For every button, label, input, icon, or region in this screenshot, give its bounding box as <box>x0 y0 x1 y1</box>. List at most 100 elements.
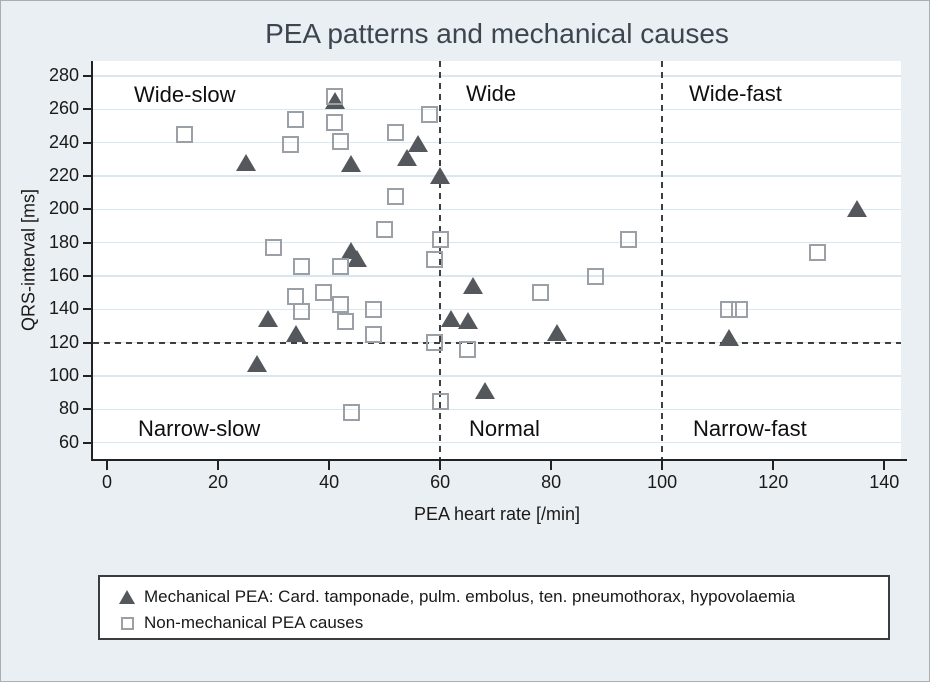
y-gridline <box>93 208 901 211</box>
non-mechanical-pea-point <box>265 239 283 257</box>
non-mechanical-pea-point <box>731 300 749 318</box>
y-tick-mark <box>83 208 91 211</box>
mechanical-pea-point <box>407 135 428 153</box>
y-gridline <box>93 375 901 377</box>
x-tick-label: 40 <box>319 472 340 492</box>
y-gridline <box>93 441 901 444</box>
non-mechanical-pea-point <box>364 300 382 318</box>
mechanical-pea-point <box>457 312 478 329</box>
quadrant-label-wide-fast: Wide-fast <box>689 81 782 106</box>
quadrant-label-wide: Wide <box>466 81 517 106</box>
non-mechanical-pea-point <box>387 187 405 205</box>
non-mechanical-pea-point <box>387 124 405 142</box>
y-tick-label: 280 <box>48 65 79 85</box>
non-mechanical-pea-point <box>426 334 444 352</box>
y-tick-mark <box>83 175 91 177</box>
legend-item-mechanical: Mechanical PEA: Card. tamponade, pulm. e… <box>110 584 888 610</box>
y-tick-mark <box>83 375 91 377</box>
x-tick-mark <box>439 461 442 470</box>
non-mechanical-pea-point <box>720 300 738 318</box>
quadrant-label-wide-slow: Wide-slow <box>134 82 236 107</box>
mechanical-pea-point <box>285 325 306 343</box>
y-tick-mark <box>83 108 91 111</box>
non-mechanical-pea-point <box>376 220 394 238</box>
non-mechanical-pea-point <box>587 267 605 285</box>
reference-line-horizontal <box>93 341 901 344</box>
y-tick-label: 60 <box>58 431 79 452</box>
y-tick-label: 240 <box>48 131 79 152</box>
non-mechanical-pea-point <box>342 404 360 422</box>
non-mechanical-pea-point <box>620 230 638 248</box>
mechanical-pea-point <box>341 155 362 173</box>
y-tick-label: 80 <box>58 398 79 419</box>
y-gridline <box>93 75 901 77</box>
x-tick-mark <box>328 461 331 470</box>
y-tick-label: 120 <box>48 331 79 352</box>
non-mechanical-pea-point <box>431 392 449 410</box>
plot-area <box>93 61 901 459</box>
non-mechanical-pea-point <box>459 340 477 358</box>
y-tick-mark <box>83 141 91 144</box>
non-mechanical-pea-point <box>326 114 344 132</box>
mechanical-pea-point <box>463 277 484 294</box>
non-mechanical-pea-point <box>364 325 382 343</box>
x-axis-title: PEA heart rate [/min] <box>413 504 581 524</box>
y-gridline <box>93 141 901 144</box>
y-axis-title: QRS-interval [ms] <box>18 188 39 332</box>
y-gridline <box>93 308 901 311</box>
y-tick-mark <box>83 241 91 244</box>
x-tick-mark <box>661 461 664 470</box>
x-tick-mark <box>550 461 553 470</box>
non-mechanical-pea-point <box>331 257 349 275</box>
non-mechanical-pea-point <box>337 312 355 330</box>
x-tick-label: 120 <box>758 472 789 492</box>
legend-marker-cell <box>110 616 144 630</box>
mechanical-pea-point <box>846 200 867 218</box>
y-tick-mark <box>83 275 91 277</box>
y-tick-mark <box>83 308 91 311</box>
non-mechanical-pea-point <box>420 105 438 123</box>
mechanical-pea-point <box>246 355 267 373</box>
y-axis-line <box>91 61 93 461</box>
non-mechanical-pea-point <box>431 230 449 248</box>
non-mechanical-pea-point <box>331 295 349 313</box>
y-tick-label: 160 <box>48 265 79 285</box>
mechanical-pea-point <box>396 148 417 166</box>
mechanical-pea-point <box>718 328 739 346</box>
mechanical-pea-point <box>235 153 256 171</box>
y-tick-label: 140 <box>48 298 79 319</box>
x-tick-label: 60 <box>430 472 451 492</box>
x-tick-label: 140 <box>869 472 900 492</box>
open-square-icon <box>120 616 134 630</box>
quadrant-label-normal: Normal <box>469 416 540 441</box>
mechanical-pea-point <box>346 250 367 268</box>
quadrant-label-narrow-fast: Narrow-fast <box>693 416 807 441</box>
mechanical-pea-point <box>474 382 495 399</box>
y-tick-label: 180 <box>48 231 79 252</box>
x-tick-mark <box>772 461 775 470</box>
mechanical-pea-point <box>324 92 345 109</box>
x-tick-mark <box>883 461 886 470</box>
non-mechanical-pea-point <box>809 244 827 262</box>
non-mechanical-pea-point <box>292 257 310 275</box>
x-tick-label: 0 <box>101 472 112 492</box>
mechanical-pea-point <box>430 167 451 184</box>
y-tick-label: 260 <box>48 98 79 119</box>
x-tick-label: 20 <box>208 472 229 492</box>
legend-item-non-mechanical: Non-mechanical PEA causes <box>110 610 888 636</box>
non-mechanical-pea-point <box>331 132 349 150</box>
y-gridline <box>93 275 901 277</box>
y-tick-mark <box>83 75 91 77</box>
quadrant-label-narrow-slow: Narrow-slow <box>138 416 261 441</box>
filled-triangle-icon <box>119 590 135 604</box>
legend-label: Non-mechanical PEA causes <box>144 613 364 632</box>
x-tick-label: 80 <box>541 472 562 492</box>
x-tick-mark <box>217 461 220 470</box>
reference-line-vertical <box>439 61 442 459</box>
x-tick-mark <box>106 461 108 470</box>
non-mechanical-pea-point <box>176 125 194 143</box>
y-gridline <box>93 175 901 177</box>
y-tick-mark <box>83 441 91 444</box>
